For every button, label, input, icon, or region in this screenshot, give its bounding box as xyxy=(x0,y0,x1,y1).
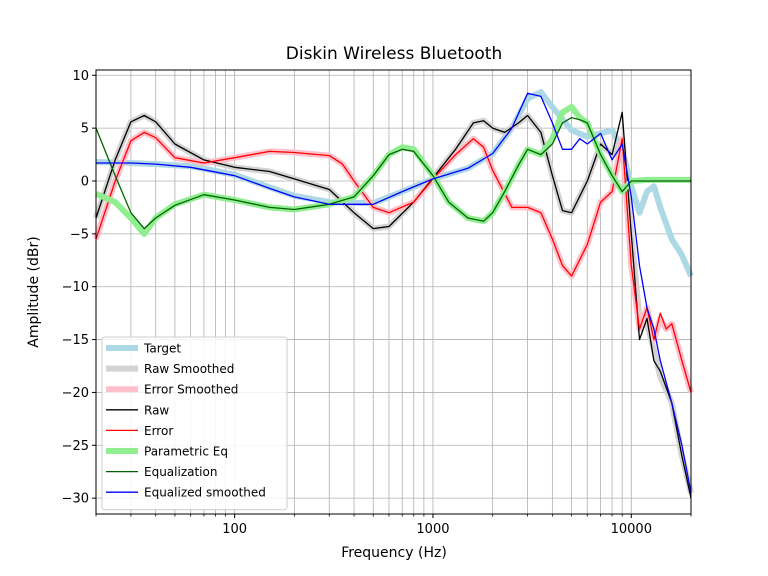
legend-label-raw-smoothed: Raw Smoothed xyxy=(144,362,234,376)
legend-label-equalized-smoothed: Equalized smoothed xyxy=(144,486,266,500)
series-error-line xyxy=(95,131,692,393)
y-tick-label: −15 xyxy=(62,333,89,348)
series-layer xyxy=(93,89,694,499)
legend-label-raw: Raw xyxy=(144,403,169,417)
y-tick-label: 5 xyxy=(81,122,89,137)
legend-box xyxy=(101,336,288,511)
y-tick-label: −20 xyxy=(62,386,89,401)
plot-frame xyxy=(95,69,692,515)
y-tick-label: 0 xyxy=(81,175,89,190)
legend-label-error: Error xyxy=(144,424,173,438)
legend-label-equalization: Equalization xyxy=(144,465,217,479)
ticks: 100 1000 10000 10 5 0 −5 −10 −15 −20 −25 −30 xyxy=(62,69,692,537)
series-equalized-smoothed-line xyxy=(96,92,692,494)
y-tick-label: −30 xyxy=(62,492,89,507)
grid xyxy=(95,70,692,514)
legend-label-target: Target xyxy=(143,342,181,356)
y-tick-label: −25 xyxy=(62,439,89,454)
x-axis-label: Frequency (Hz) xyxy=(341,545,447,561)
x-tick-label: 1000 xyxy=(416,522,449,537)
y-tick-label: −5 xyxy=(70,227,89,242)
y-tick-label: −10 xyxy=(62,280,89,295)
legend-label-error-smoothed: Error Smoothed xyxy=(144,383,238,397)
legend-label-parametric-eq: Parametric Eq xyxy=(144,445,228,459)
y-axis-label: Amplitude (dBr) xyxy=(26,236,42,347)
y-tick-label: 10 xyxy=(72,69,89,84)
chart-title: Diskin Wireless Bluetooth xyxy=(286,44,502,64)
x-tick-label: 10000 xyxy=(611,522,652,537)
series-equalization-line xyxy=(95,116,691,230)
legend: Target Raw Smoothed Error Smoothed Raw Error… xyxy=(101,336,288,511)
x-tick-label: 100 xyxy=(222,522,247,537)
